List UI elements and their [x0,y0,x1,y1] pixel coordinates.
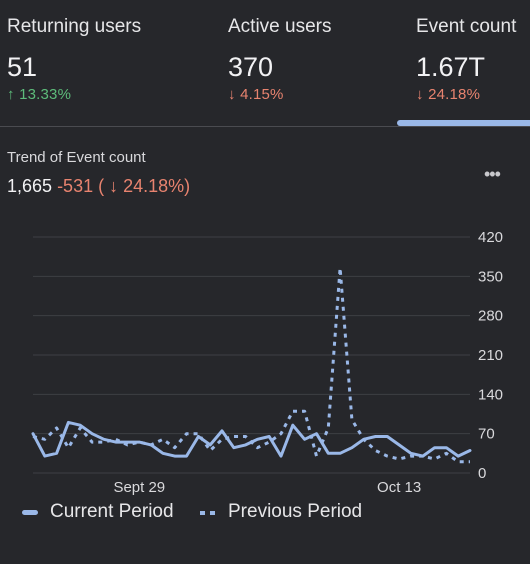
trend-title: Trend of Event count [7,149,146,166]
metric-card-returning-users[interactable]: Returning users 51 ↑ 13.33% [0,0,210,128]
y-tick-label: 280 [478,308,503,325]
solid-line-icon [22,510,38,515]
y-tick-label: 0 [478,465,486,482]
metric-card-event-count[interactable]: Event count 1.67T ↓ 24.18% [400,0,530,128]
metric-change: ↓ 24.18% [416,86,481,103]
legend-label: Previous Period [228,501,363,522]
selected-metric-indicator [397,120,530,126]
divider [0,126,530,127]
series-line-previous-period [32,266,470,464]
metric-label: Returning users [7,16,142,37]
x-tick-label: Sept 29 [113,479,165,496]
trend-chart: 0 70 140 210 280 350 420 Sept 29 Oct 13 [31,229,503,496]
metric-value: 370 [228,52,274,82]
trend-delta: -531 ( ↓ 24.18%) [57,176,191,196]
series-line-current-period [31,420,472,458]
metric-value: 1.67T [416,52,486,82]
more-horiz-icon[interactable]: ••• [484,164,501,184]
metrics-row: Returning users 51 ↑ 13.33% Active users… [0,0,530,128]
metric-change: ↓ 4.15% [228,86,284,103]
y-tick-label: 210 [478,347,503,364]
y-tick-label: 140 [478,386,503,403]
x-tick-label: Oct 13 [377,479,421,496]
legend-label: Current Period [50,501,174,522]
y-tick-label: 70 [478,426,495,443]
metric-card-active-users[interactable]: Active users 370 ↓ 4.15% [210,0,400,128]
metric-label: Event count [416,16,517,37]
metric-value: 51 [7,52,38,82]
y-tick-label: 420 [478,229,503,246]
metric-label: Active users [228,16,332,37]
trend-total: 1,665 [7,176,53,196]
dashed-line-icon [200,511,216,515]
metric-change: ↑ 13.33% [7,86,72,103]
trend-summary: 1,665 -531 ( ↓ 24.18%) [7,176,190,197]
y-tick-label: 350 [478,268,503,285]
